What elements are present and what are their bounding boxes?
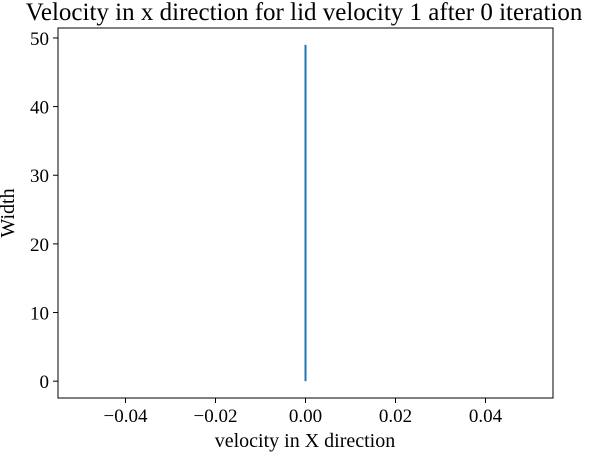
x-tick-label: −0.04 [104, 406, 148, 427]
chart-title: Velocity in x direction for lid velocity… [26, 0, 583, 26]
y-tick-label: 30 [30, 166, 49, 187]
y-tick-label: 10 [30, 304, 49, 325]
x-axis-label: velocity in X direction [215, 430, 396, 452]
x-tick-label: 0.00 [289, 406, 322, 427]
x-tick-label: −0.02 [194, 406, 238, 427]
y-tick-label: 40 [30, 98, 49, 119]
y-tick-label: 50 [30, 29, 49, 50]
y-tick-label: 0 [40, 372, 50, 393]
x-tick-label: 0.04 [469, 406, 503, 427]
y-tick-label: 20 [30, 235, 49, 256]
y-axis: 0 10 20 30 40 50 [30, 29, 58, 393]
y-axis-label: Width [0, 188, 19, 237]
x-tick-label: 0.02 [379, 406, 412, 427]
x-axis: −0.04 −0.02 0.00 0.02 0.04 [104, 398, 503, 427]
